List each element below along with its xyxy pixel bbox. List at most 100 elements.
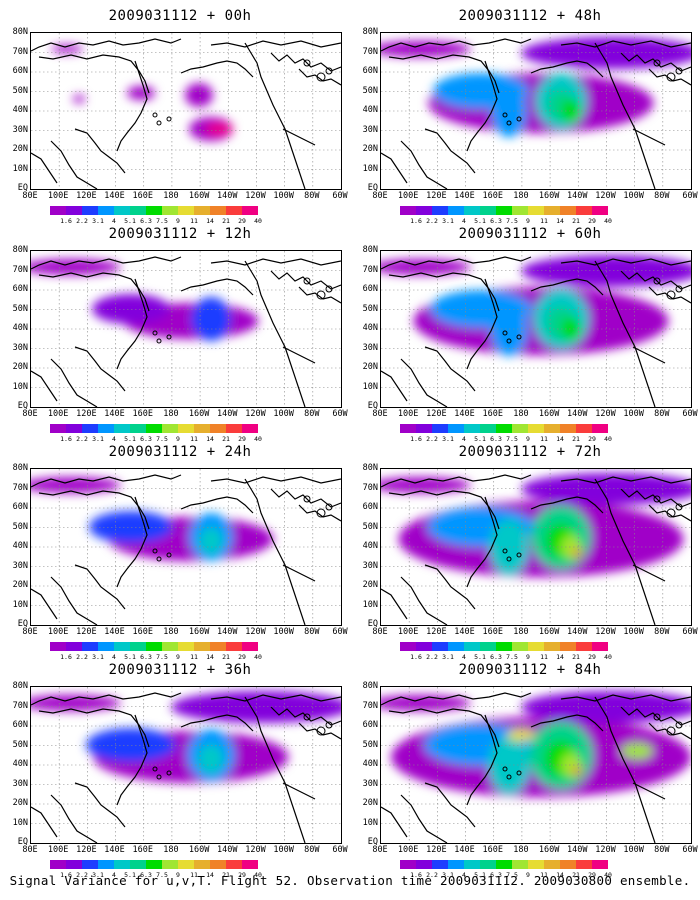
colorbar-swatch <box>66 206 82 215</box>
colorbar-tick-label: 21 <box>222 217 230 225</box>
colorbar-swatch <box>512 206 528 215</box>
colorbar-tick-label: 5.1 <box>474 435 486 443</box>
colorbar-tick-label: 4 <box>112 217 116 225</box>
coastline <box>466 714 498 806</box>
colorbar-tick-label: 21 <box>572 653 580 661</box>
lat-tick-label: 10N <box>12 381 28 392</box>
lat-tick-label: 70N <box>362 46 378 57</box>
colorbar-tick-label: 29 <box>238 653 246 661</box>
colorbar-tick-label: 1.6 <box>60 217 72 225</box>
lon-tick-label: 100W <box>623 627 644 637</box>
map-field-svg <box>381 33 691 189</box>
colorbar-swatch <box>50 642 66 651</box>
colorbar-tick-label: 5.1 <box>474 653 486 661</box>
colorbar-swatch <box>114 642 130 651</box>
lon-tick-label: 60W <box>332 627 348 637</box>
lon-tick-label: 140W <box>217 627 238 637</box>
colorbar-swatch <box>464 860 480 869</box>
colorbar-tick-label: 11 <box>190 653 198 661</box>
colorbar-swatch <box>512 424 528 433</box>
field-contour <box>31 477 121 493</box>
coastline <box>282 564 316 582</box>
lat-tick-label: 10N <box>12 163 28 174</box>
colorbar-tick-label: 3.1 <box>92 653 104 661</box>
colorbar-swatch <box>162 642 178 651</box>
colorbar <box>400 206 608 215</box>
lat-tick-label: 60N <box>362 284 378 294</box>
colorbar-swatch <box>178 424 194 433</box>
coastline <box>388 708 500 748</box>
lon-tick-label: 140E <box>104 845 125 855</box>
lat-tick-label: 50N <box>12 303 28 314</box>
lon-tick-label: 180 <box>513 409 529 419</box>
colorbar-tick-label: 21 <box>572 435 580 443</box>
coastline <box>560 258 691 266</box>
lon-tick-label: 140E <box>104 409 125 419</box>
colorbar-tick-label: 2.2 <box>76 217 88 225</box>
lat-tick-label: 60N <box>362 502 378 512</box>
colorbar-tick-label: 40 <box>254 435 262 443</box>
colorbar-tick-label: 6.3 <box>140 871 152 879</box>
lon-tick-label: 120W <box>245 191 266 201</box>
lon-tick-label: 100W <box>273 409 294 419</box>
coastline <box>74 346 126 392</box>
colorbar-swatch <box>496 424 512 433</box>
lon-tick-label: 180 <box>163 191 179 201</box>
field-contour <box>521 255 691 287</box>
coastline <box>594 42 656 189</box>
coastline <box>466 278 498 370</box>
coastline <box>244 478 306 625</box>
coastline <box>632 128 666 146</box>
field-contour <box>572 766 582 776</box>
colorbar-tick-label: 11 <box>540 435 548 443</box>
colorbar-swatch <box>400 860 416 869</box>
colorbar-tick-label: 1.6 <box>410 653 422 661</box>
colorbar-swatch <box>146 642 162 651</box>
lat-tick-label: 30N <box>12 124 28 135</box>
lat-tick-label: 40N <box>12 323 28 333</box>
coastline <box>424 128 476 174</box>
lon-tick-label: 120E <box>426 191 447 201</box>
coastline <box>298 68 341 86</box>
colorbar-tick-label: 2.2 <box>426 871 438 879</box>
colorbar-tick-label: 1.6 <box>410 871 422 879</box>
colorbar-tick-label: 4 <box>112 653 116 661</box>
colorbar-tick-label: 3.1 <box>442 435 454 443</box>
lon-tick-label: 60W <box>332 845 348 855</box>
colorbar-tick-label: 21 <box>572 217 580 225</box>
lon-tick-label: 140W <box>217 845 238 855</box>
lon-tick-label: 160W <box>188 191 210 201</box>
coastline <box>50 794 98 843</box>
colorbar-tick-label: 29 <box>588 871 596 879</box>
lat-tick-label: 20N <box>12 144 28 154</box>
map-plot <box>380 32 692 190</box>
coastline <box>180 60 254 78</box>
lon-tick-label: 80W <box>304 191 320 201</box>
colorbar-swatch <box>512 860 528 869</box>
lon-tick-label: 140W <box>567 409 588 419</box>
lat-tick-label: EQ <box>367 619 378 629</box>
lon-tick-label: 160W <box>188 627 210 637</box>
colorbar-tick-label: 6.3 <box>140 435 152 443</box>
colorbar-swatch <box>66 860 82 869</box>
lon-tick-label: 100E <box>397 845 419 855</box>
lat-tick-label: 20N <box>362 362 378 372</box>
lat-tick-label: 60N <box>362 66 378 76</box>
lon-tick-label: 80E <box>372 191 388 201</box>
lat-tick-label: 70N <box>362 264 378 275</box>
field-contour <box>572 548 582 558</box>
coastline <box>400 794 448 843</box>
coastline <box>648 722 691 740</box>
lon-tick-label: 120E <box>76 191 97 201</box>
colorbar-swatch <box>50 206 66 215</box>
colorbar-swatch <box>448 206 464 215</box>
colorbar-tick-label: 9 <box>176 217 180 225</box>
colorbar-tick-label: 21 <box>222 871 230 879</box>
colorbar-tick-label: 11 <box>190 217 198 225</box>
field-contour <box>92 294 170 324</box>
colorbar-tick-label: 4 <box>462 653 466 661</box>
lat-tick-label: 50N <box>362 85 378 96</box>
colorbar-tick-label: 9 <box>176 871 180 879</box>
colorbar-swatch <box>544 424 560 433</box>
colorbar-tick-label: 29 <box>588 217 596 225</box>
